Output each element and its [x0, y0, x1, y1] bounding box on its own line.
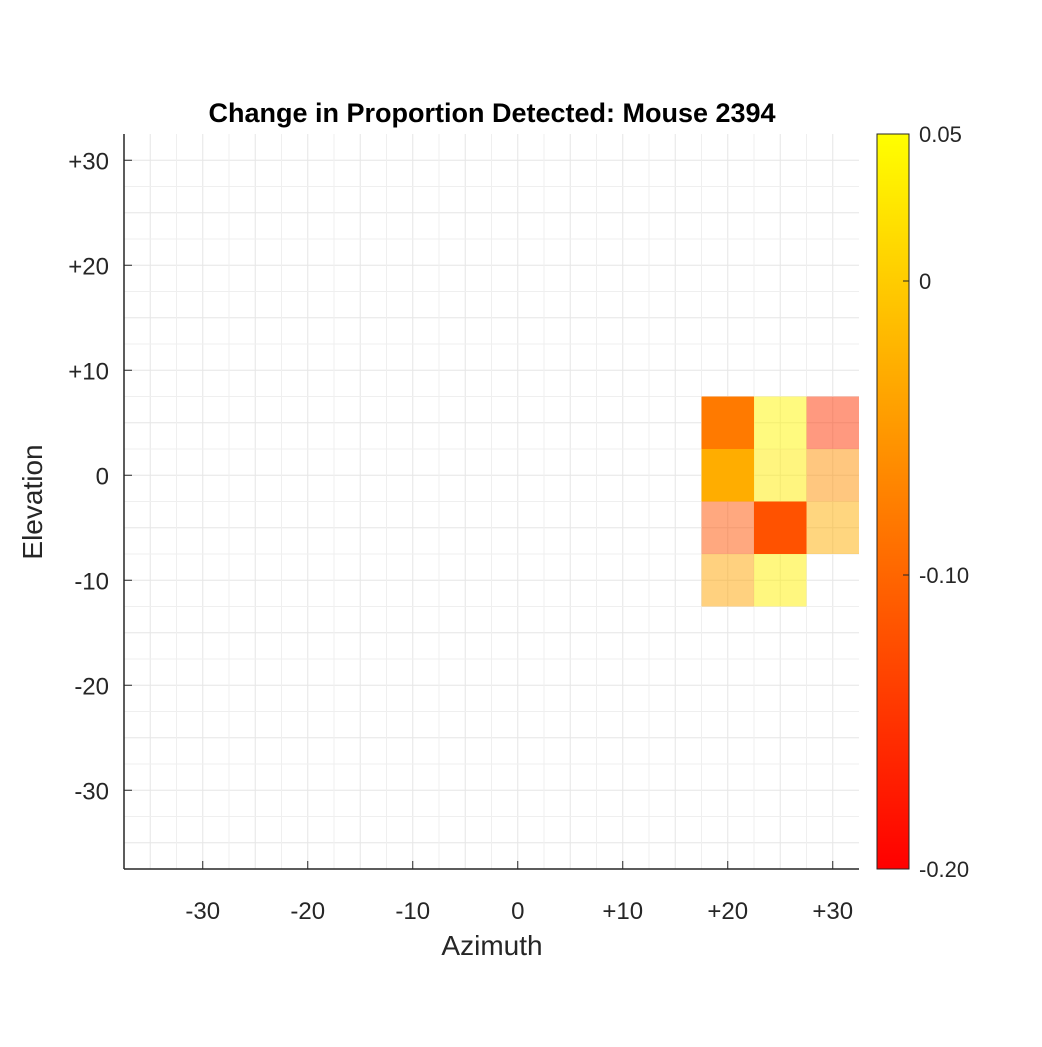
heatmap-cell: [754, 501, 807, 554]
chart-title: Change in Proportion Detected: Mouse 239…: [208, 98, 775, 128]
colorbar-gradient: [876, 133, 910, 870]
x-tick-labels: -30 -20 -10 0 +10 +20 +30: [185, 861, 853, 925]
axes: [123, 134, 859, 870]
y-tick-label: -20: [74, 673, 109, 700]
colorbar-tick-label: -0.10: [919, 563, 969, 588]
heatmap-cell: [754, 449, 807, 502]
colorbar-tick-label: -0.20: [919, 857, 969, 882]
heatmap-cells: [701, 396, 859, 607]
y-tick-label: -10: [74, 568, 109, 595]
y-tick-labels: +30 +20 +10 0 -10 -20 -30: [68, 148, 132, 805]
heatmap-cell: [754, 554, 807, 607]
y-tick-label: +10: [68, 358, 109, 385]
heatmap-cell: [806, 396, 859, 449]
heatmap-cell: [701, 396, 754, 449]
y-tick-label: 0: [96, 463, 109, 490]
colorbar-ticks: 0.05 0 -0.10 -0.20: [903, 122, 969, 882]
y-tick-label: -30: [74, 778, 109, 805]
colorbar-tick-label: 0: [919, 269, 931, 294]
x-axis-label: Azimuth: [441, 930, 542, 961]
x-tick-label: 0: [511, 898, 524, 925]
x-tick-label: +30: [812, 898, 853, 925]
x-tick-label: -30: [185, 898, 220, 925]
heatmap-cell: [701, 449, 754, 502]
colorbar-tick-label: 0.05: [919, 122, 962, 147]
heatmap-cell: [701, 554, 754, 607]
heatmap-cell: [701, 501, 754, 554]
heatmap-cell: [754, 396, 807, 449]
y-axis-label: Elevation: [17, 444, 48, 559]
x-tick-label: +10: [602, 898, 643, 925]
x-tick-label: -20: [290, 898, 325, 925]
heatmap-cell: [806, 501, 859, 554]
y-tick-label: +30: [68, 148, 109, 175]
x-tick-label: -10: [395, 898, 430, 925]
y-tick-label: +20: [68, 253, 109, 280]
colorbar: 0.05 0 -0.10 -0.20: [876, 122, 969, 882]
x-tick-label: +20: [707, 898, 748, 925]
heatmap-cell: [806, 449, 859, 502]
